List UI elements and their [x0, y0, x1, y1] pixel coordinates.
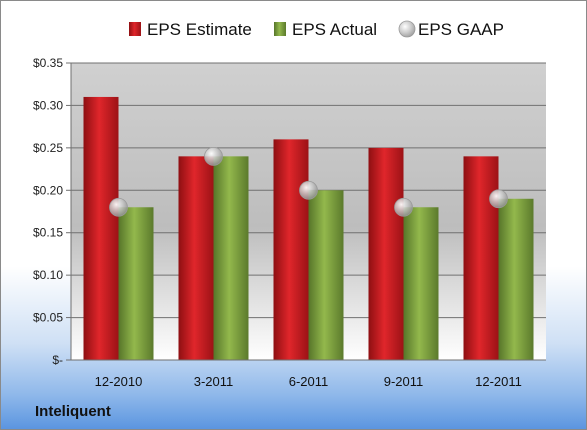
x-tick-label: 12-2010 — [95, 374, 143, 389]
y-tick-label: $0.05 — [33, 311, 63, 325]
x-tick-label: 9-2011 — [384, 374, 424, 389]
bar-eps-estimate — [178, 156, 214, 360]
x-tick-label: 12-2011 — [475, 374, 522, 389]
marker-eps-gaap — [299, 180, 318, 200]
y-tick-label: $- — [52, 353, 63, 367]
bar-eps-actual — [118, 207, 154, 360]
legend-swatch-gaap — [398, 20, 416, 38]
y-tick-label: $0.20 — [33, 183, 63, 197]
bar-eps-estimate — [83, 96, 119, 360]
legend-label: EPS Actual — [292, 20, 377, 39]
legend-swatch-estimate — [129, 22, 141, 36]
company-name: Inteliquent — [35, 403, 111, 420]
gaap-markers — [109, 146, 508, 217]
bar-eps-estimate — [273, 139, 309, 360]
bar-eps-actual — [213, 156, 249, 360]
y-tick-label: $0.30 — [33, 98, 63, 112]
y-tick-label: $0.15 — [33, 226, 63, 240]
legend-label: EPS Estimate — [147, 20, 252, 39]
x-tick-label: 3-2011 — [194, 374, 234, 389]
y-tick-label: $0.10 — [33, 268, 63, 282]
marker-eps-gaap — [489, 189, 508, 209]
bar-eps-estimate — [368, 147, 404, 360]
marker-eps-gaap — [394, 197, 413, 217]
legend-swatch-actual — [274, 22, 286, 36]
marker-eps-gaap — [109, 197, 128, 217]
bar-eps-actual — [498, 198, 534, 360]
bar-eps-estimate — [463, 156, 499, 360]
bar-eps-actual — [403, 207, 439, 360]
y-tick-label: $0.35 — [33, 56, 63, 70]
legend: EPS Estimate EPS Actual EPS GAAP — [129, 20, 504, 39]
y-tick-label: $0.25 — [33, 141, 63, 155]
legend-label: EPS GAAP — [418, 20, 504, 39]
x-tick-label: 6-2011 — [289, 374, 329, 389]
marker-eps-gaap — [204, 146, 223, 166]
bars — [83, 96, 534, 360]
bar-eps-actual — [308, 190, 344, 360]
y-axis: $- $0.05 $0.10 $0.15 $0.20 $0.25 $0.30 $0.35 — [33, 56, 72, 367]
x-axis: 12-2010 3-2011 6-2011 9-2011 12-2011 — [71, 359, 546, 389]
